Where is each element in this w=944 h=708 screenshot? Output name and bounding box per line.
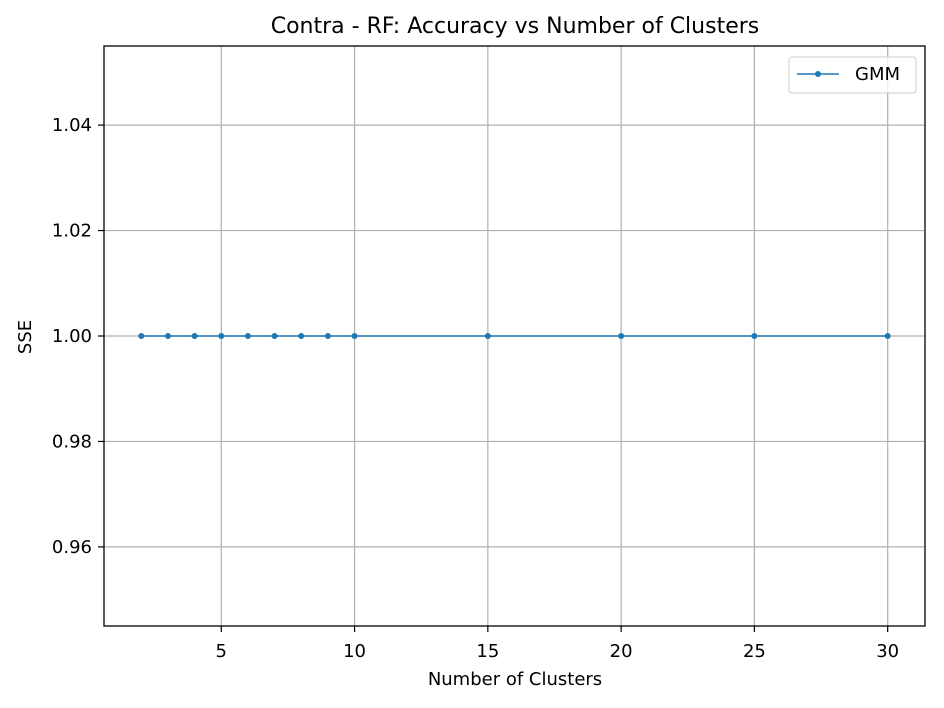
y-tick-label: 1.02	[52, 221, 92, 242]
legend-marker-gmm	[815, 71, 821, 77]
x-tick-label: 10	[343, 641, 366, 662]
data-point	[191, 333, 198, 339]
x-tick-label: 20	[610, 641, 633, 662]
legend-label-gmm: GMM	[855, 64, 900, 85]
x-tick-label: 5	[216, 641, 227, 662]
data-point	[484, 333, 491, 339]
data-point	[244, 333, 251, 339]
y-tick-label: 1.04	[52, 115, 92, 136]
data-point	[218, 333, 225, 339]
y-axis-label: SSE	[15, 320, 36, 354]
data-point	[271, 333, 278, 339]
x-axis-ticks: 5 10 15 20 25 30	[216, 626, 899, 662]
data-point	[351, 333, 358, 339]
y-tick-label: 1.00	[52, 326, 92, 347]
chart-title: Contra - RF: Accuracy vs Number of Clust…	[271, 14, 760, 39]
data-point	[884, 333, 891, 339]
x-tick-label: 25	[743, 641, 766, 662]
data-point	[618, 333, 625, 339]
x-tick-label: 30	[876, 641, 899, 662]
data-point	[298, 333, 305, 339]
legend-box	[788, 56, 917, 94]
data-point	[751, 333, 758, 339]
y-tick-label: 0.96	[52, 537, 92, 558]
x-tick-label: 15	[476, 641, 499, 662]
data-point	[324, 333, 331, 339]
legend: GMM	[788, 56, 917, 94]
data-point	[138, 333, 145, 339]
data-point	[164, 333, 171, 339]
y-axis-ticks: 0.96 0.98 1.00 1.02 1.04	[52, 115, 104, 558]
x-axis-label: Number of Clusters	[428, 669, 602, 690]
y-tick-label: 0.98	[52, 431, 92, 452]
series-layer	[138, 333, 891, 339]
